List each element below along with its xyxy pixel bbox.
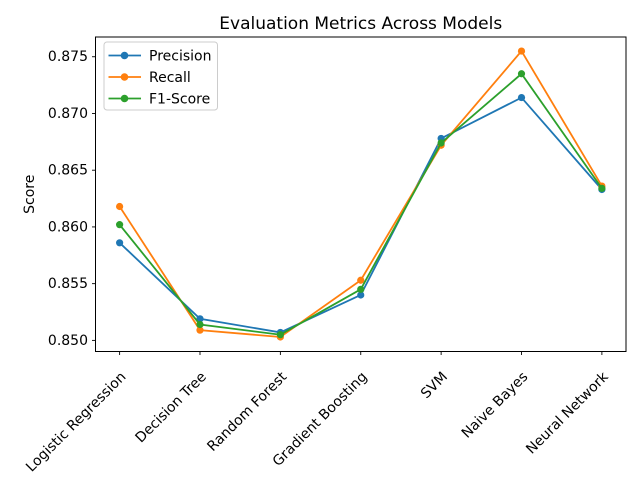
series-point-precision [196,315,204,323]
legend-marker-f1-score [120,94,129,103]
series-point-recall [196,326,204,334]
legend-marker-precision [120,51,129,60]
y-tick-label: 0.850 [48,333,88,349]
chart-title: Evaluation Metrics Across Models [219,14,502,34]
legend-marker-recall [120,73,129,81]
series-point-f1-score [598,184,606,192]
y-tick-label: 0.860 [48,219,88,235]
series-point-precision [116,239,124,247]
series-point-f1-score [517,70,526,78]
series-point-recall [116,202,124,211]
legend-label-f1-score: F1-Score [149,92,210,108]
y-tick-label: 0.855 [48,276,88,292]
legend-label-recall: Recall [149,70,191,86]
y-tick-label: 0.870 [48,106,88,122]
series-point-precision [357,291,365,299]
series-point-f1-score [116,221,124,229]
series-point-f1-score [196,320,204,329]
y-tick-label: 0.865 [48,163,88,179]
series-point-precision [517,93,526,102]
legend-box [103,41,218,111]
series-point-f1-score [357,285,365,293]
series-point-f1-score [276,331,284,339]
y-axis-label: Score [22,175,38,214]
series-point-recall [357,276,365,284]
y-tick-label: 0.875 [48,49,88,65]
legend-label-precision: Precision [149,49,211,65]
series-point-f1-score [437,139,445,147]
series-point-recall [517,47,526,55]
